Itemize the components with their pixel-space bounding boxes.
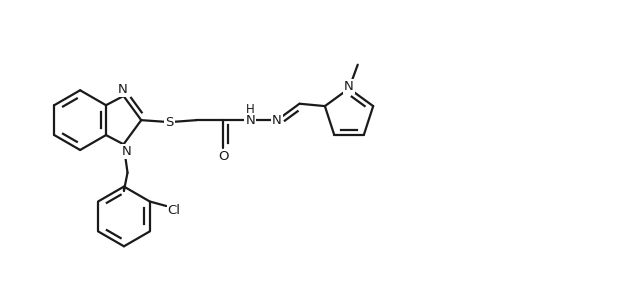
Text: S: S [165, 116, 174, 129]
Text: Cl: Cl [168, 205, 180, 218]
Text: N: N [272, 114, 282, 127]
Text: N: N [122, 145, 131, 158]
Text: O: O [218, 150, 228, 163]
Text: N: N [118, 82, 127, 95]
Text: N: N [245, 114, 255, 127]
Text: N: N [344, 80, 354, 93]
Text: H: H [246, 103, 255, 116]
